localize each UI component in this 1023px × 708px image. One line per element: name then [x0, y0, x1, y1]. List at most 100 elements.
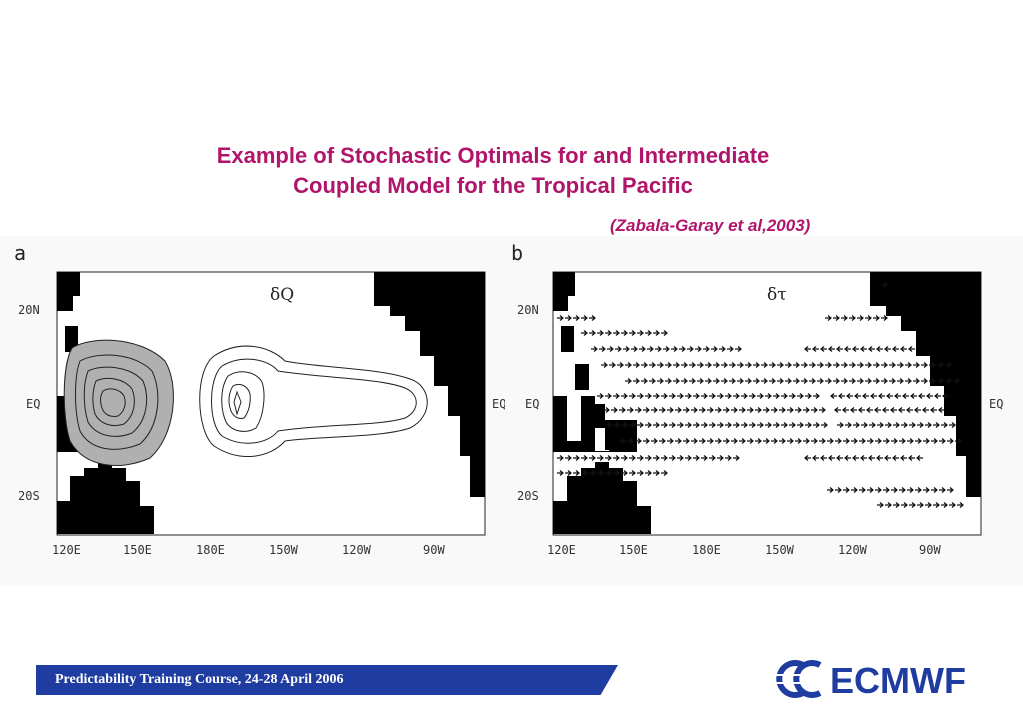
- wind-vector: [793, 378, 800, 384]
- wind-vector: [843, 487, 850, 493]
- wind-vector: [741, 393, 748, 399]
- wind-vector: [913, 362, 920, 368]
- wind-vector: [605, 455, 612, 461]
- wind-vector: [765, 393, 772, 399]
- wind-vector: [755, 438, 762, 444]
- wind-vector: [852, 346, 859, 352]
- panel-a-ytick-20n: 20N: [18, 303, 40, 317]
- wind-vector: [669, 455, 676, 461]
- wind-vector: [793, 362, 800, 368]
- wind-vector: [861, 422, 868, 428]
- wind-vector: [849, 362, 856, 368]
- panel-b-chart: δτ 20N EQ 20S EQ 120E 150E 180E 150W 120…: [517, 271, 1003, 557]
- wind-vector: [627, 407, 634, 413]
- wind-vector: [605, 330, 612, 336]
- panel-a-letter: a: [14, 241, 27, 265]
- wind-vector: [573, 315, 580, 321]
- wind-vector: [907, 438, 914, 444]
- wind-vector: [733, 422, 740, 428]
- wind-vector: [625, 362, 632, 368]
- wind-vector: [739, 407, 746, 413]
- panel-b-ytick-eq: EQ: [525, 397, 539, 411]
- wind-vector: [637, 330, 644, 336]
- wind-vector: [915, 487, 922, 493]
- wind-vector: [757, 393, 764, 399]
- wind-vector: [873, 315, 880, 321]
- wind-vector: [825, 315, 832, 321]
- wind-vector: [711, 346, 718, 352]
- wind-vector: [803, 407, 810, 413]
- wind-vector: [621, 470, 628, 476]
- wind-vector: [705, 378, 712, 384]
- wind-vector: [804, 346, 811, 352]
- wind-vector: [637, 422, 644, 428]
- wind-vector: [671, 346, 678, 352]
- wind-vector: [735, 346, 742, 352]
- wind-vector: [878, 393, 885, 399]
- panel-b-ytick-20s: 20S: [517, 489, 539, 503]
- wind-vector: [653, 455, 660, 461]
- wind-vector: [835, 487, 842, 493]
- panel-b-xtick-90w: 90W: [919, 543, 941, 557]
- panel-b-xtick-150w: 150W: [765, 543, 795, 557]
- wind-vector: [667, 438, 674, 444]
- wind-vector: [931, 438, 938, 444]
- wind-vector: [947, 438, 954, 444]
- wind-vector: [573, 455, 580, 461]
- panel-a-xtick-120e: 120E: [52, 543, 81, 557]
- panel-a-y-axis: 20N EQ 20S EQ: [18, 303, 505, 503]
- wind-vector: [850, 407, 857, 413]
- panel-a-xtick-90w: 90W: [423, 543, 445, 557]
- wind-vector: [841, 362, 848, 368]
- wind-vector: [661, 422, 668, 428]
- wind-vector: [763, 438, 770, 444]
- wind-vector: [830, 393, 837, 399]
- wind-vector: [729, 362, 736, 368]
- wind-vector: [917, 502, 924, 508]
- wind-vector: [613, 393, 620, 399]
- panel-a-xtick-120w: 120W: [342, 543, 372, 557]
- wind-vector: [749, 393, 756, 399]
- wind-vector: [639, 346, 646, 352]
- wind-vector: [677, 455, 684, 461]
- wind-vector: [635, 407, 642, 413]
- panel-b-xtick-180e: 180E: [692, 543, 721, 557]
- wind-vector: [841, 378, 848, 384]
- wind-vector: [939, 487, 946, 493]
- wind-vector: [623, 346, 630, 352]
- wind-vector: [677, 422, 684, 428]
- panel-a-ytick-eq: EQ: [26, 397, 40, 411]
- wind-vector: [925, 422, 932, 428]
- wind-vector: [869, 422, 876, 428]
- panel-b-symbol: δτ: [767, 285, 787, 305]
- wind-vector: [565, 470, 572, 476]
- wind-vector: [683, 407, 690, 413]
- title-line-1: Example of Stochastic Optimals for and I…: [216, 143, 770, 168]
- wind-vector: [785, 362, 792, 368]
- wind-vector: [581, 330, 588, 336]
- wind-vector: [933, 502, 940, 508]
- wind-vector: [725, 422, 732, 428]
- wind-vector: [882, 407, 889, 413]
- wind-vector: [633, 362, 640, 368]
- wind-vector: [695, 346, 702, 352]
- wind-vector: [811, 407, 818, 413]
- wind-vector: [565, 455, 572, 461]
- wind-vector: [713, 362, 720, 368]
- wind-vector: [899, 487, 906, 493]
- wind-vector: [683, 438, 690, 444]
- wind-vector: [649, 362, 656, 368]
- wind-vector: [865, 315, 872, 321]
- wind-vector: [812, 346, 819, 352]
- wind-vector: [860, 455, 867, 461]
- wind-vector: [701, 422, 708, 428]
- wind-vector: [685, 393, 692, 399]
- wind-vector: [709, 422, 716, 428]
- wind-vector: [858, 407, 865, 413]
- wind-vector: [773, 422, 780, 428]
- wind-vector: [865, 378, 872, 384]
- footer-text: Predictability Training Course, 24-28 Ap…: [55, 672, 344, 687]
- wind-vector: [867, 438, 874, 444]
- wind-vector: [795, 438, 802, 444]
- wind-vector: [908, 455, 915, 461]
